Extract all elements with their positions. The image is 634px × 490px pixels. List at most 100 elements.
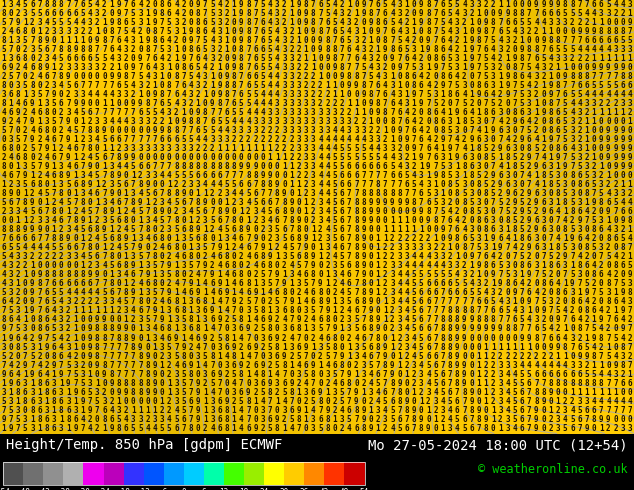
Text: 9: 9	[239, 27, 243, 36]
Text: 1: 1	[145, 198, 150, 207]
Text: 0: 0	[131, 54, 136, 63]
Text: 8: 8	[102, 415, 107, 424]
Text: 3: 3	[361, 45, 366, 54]
Text: 7: 7	[505, 316, 510, 324]
Text: 8: 8	[81, 198, 85, 207]
Text: 6: 6	[426, 297, 430, 306]
Text: 4: 4	[30, 244, 35, 252]
Text: 4: 4	[1, 270, 6, 279]
Text: 6: 6	[527, 234, 531, 244]
Text: 3: 3	[261, 117, 265, 126]
Text: 7: 7	[66, 0, 71, 9]
Text: 2: 2	[520, 153, 524, 162]
Text: 4: 4	[1, 261, 6, 270]
Text: 1: 1	[74, 153, 78, 162]
Text: 0: 0	[246, 153, 250, 162]
Text: 6: 6	[318, 0, 323, 9]
Text: 5: 5	[570, 153, 574, 162]
Text: 5: 5	[592, 324, 597, 334]
Text: 2: 2	[491, 180, 496, 189]
Text: 4: 4	[419, 180, 424, 189]
Text: 0: 0	[318, 63, 323, 72]
Text: 8: 8	[606, 234, 611, 244]
Text: 5: 5	[23, 36, 27, 45]
Text: 2: 2	[117, 144, 121, 153]
Text: 6: 6	[534, 244, 539, 252]
Text: 0: 0	[498, 216, 503, 225]
Text: 9: 9	[246, 162, 250, 171]
Text: 8: 8	[555, 379, 560, 388]
Text: 9: 9	[368, 99, 373, 108]
Text: 1: 1	[534, 172, 539, 180]
Text: 9: 9	[318, 36, 323, 45]
Text: 9: 9	[239, 361, 243, 369]
Text: 6: 6	[527, 289, 531, 297]
Text: 5: 5	[491, 36, 496, 45]
Text: 3: 3	[160, 198, 164, 207]
Text: 9: 9	[426, 36, 430, 45]
Text: 2: 2	[592, 279, 597, 289]
Text: 1: 1	[16, 162, 20, 171]
Text: 6: 6	[254, 252, 258, 261]
Text: 5: 5	[30, 162, 35, 171]
Text: 8: 8	[592, 270, 597, 279]
Text: 6: 6	[361, 162, 366, 171]
Text: 5: 5	[37, 45, 42, 54]
Text: 8: 8	[109, 172, 114, 180]
Text: 1: 1	[484, 388, 488, 396]
Text: 8: 8	[174, 72, 179, 81]
Text: 1: 1	[548, 244, 553, 252]
Text: 4: 4	[455, 72, 460, 81]
Text: 2: 2	[37, 135, 42, 144]
Text: 6: 6	[498, 172, 503, 180]
Text: 1: 1	[224, 244, 229, 252]
Text: 2: 2	[153, 117, 157, 126]
Text: 9: 9	[469, 252, 474, 261]
Text: 1: 1	[268, 153, 273, 162]
Text: 8: 8	[347, 379, 351, 388]
Text: 9: 9	[297, 406, 301, 415]
Text: 2: 2	[512, 36, 517, 45]
Text: 1: 1	[231, 334, 236, 343]
Text: 3: 3	[498, 379, 503, 388]
Text: 3: 3	[23, 9, 27, 18]
Text: 5: 5	[246, 297, 250, 306]
Text: 0: 0	[332, 424, 337, 433]
Text: 2: 2	[498, 189, 503, 198]
Text: 5: 5	[8, 306, 13, 316]
Text: 3: 3	[304, 90, 308, 99]
Text: 3: 3	[37, 396, 42, 406]
Text: 4: 4	[16, 316, 20, 324]
Text: 12: 12	[219, 488, 229, 490]
Text: 6: 6	[289, 234, 294, 244]
Text: 8: 8	[606, 297, 611, 306]
Text: 2: 2	[203, 252, 207, 261]
Text: 4: 4	[23, 63, 27, 72]
Text: 2: 2	[411, 108, 417, 117]
Text: 4: 4	[433, 261, 438, 270]
Text: 0: 0	[8, 216, 13, 225]
Text: 3: 3	[160, 415, 164, 424]
Text: 4: 4	[174, 9, 179, 18]
Text: 8: 8	[124, 216, 128, 225]
Text: 5: 5	[448, 270, 452, 279]
Text: 1: 1	[585, 135, 589, 144]
Text: 5: 5	[332, 207, 337, 216]
Text: 3: 3	[174, 18, 179, 27]
Text: 6: 6	[217, 396, 222, 406]
Text: 3: 3	[145, 144, 150, 153]
Text: 9: 9	[311, 261, 316, 270]
Text: 6: 6	[37, 369, 42, 379]
Text: 3: 3	[484, 135, 488, 144]
Text: 6: 6	[441, 9, 445, 18]
Text: 3: 3	[548, 198, 553, 207]
Text: 0: 0	[239, 153, 243, 162]
Text: 6: 6	[239, 234, 243, 244]
Text: 4: 4	[174, 406, 179, 415]
Text: 2: 2	[613, 9, 618, 18]
Text: 2: 2	[563, 396, 567, 406]
Text: 8: 8	[203, 297, 207, 306]
Text: 4: 4	[66, 289, 71, 297]
Text: 4: 4	[181, 289, 186, 297]
Text: 0: 0	[613, 324, 618, 334]
